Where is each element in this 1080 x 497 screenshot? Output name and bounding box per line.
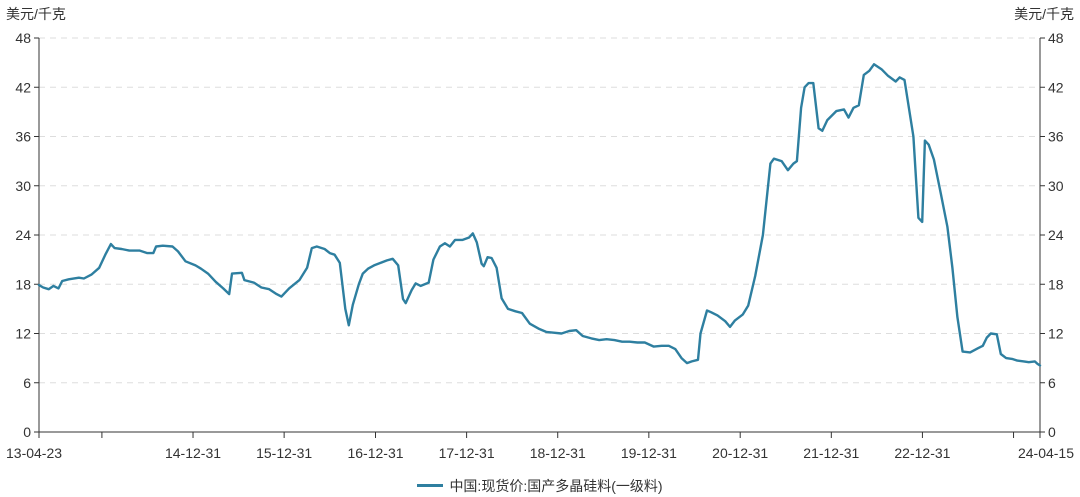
y-tick-label-left: 12	[15, 326, 31, 342]
y-tick-label-right: 30	[1048, 178, 1064, 194]
legend: 中国:现货价:国产多晶硅料(一级料)	[0, 476, 1080, 496]
y-tick-label-right: 24	[1048, 227, 1064, 243]
y-axis-unit-right: 美元/千克	[1014, 6, 1074, 22]
x-tick-label: 19-12-31	[621, 445, 677, 461]
gridlines	[39, 37, 1040, 384]
x-tick-label: 15-12-31	[256, 445, 312, 461]
series-layer	[37, 63, 1042, 367]
x-tick-label: 20-12-31	[712, 445, 768, 461]
y-tick-label-left: 18	[15, 276, 31, 292]
y-tick-label-right: 48	[1048, 30, 1064, 46]
y-tick-label-right: 18	[1048, 276, 1064, 292]
y-tick-label-left: 24	[15, 227, 31, 243]
y-tick-label-right: 0	[1048, 424, 1056, 440]
x-tick-label: 22-12-31	[894, 445, 950, 461]
y-tick-label-right: 6	[1048, 375, 1056, 391]
y-tick-label-left: 6	[23, 375, 31, 391]
x-tick-label: 18-12-31	[530, 445, 586, 461]
x-tick-label: 21-12-31	[803, 445, 859, 461]
x-tick-label: 16-12-31	[347, 445, 403, 461]
y-tick-label-left: 48	[15, 30, 31, 46]
x-tick-label: 13-04-23	[6, 445, 62, 461]
legend-label: 中国:现货价:国产多晶硅料(一级料)	[449, 478, 663, 494]
x-tick-label: 17-12-31	[439, 445, 495, 461]
axes	[34, 37, 1045, 438]
y-tick-label-right: 42	[1048, 79, 1064, 95]
y-tick-label-right: 12	[1048, 326, 1064, 342]
line-chart: 0 0 6 6 12 12 18 18 24 24 30 30 36 36 42 42 48 48 13-04-23…	[6, 30, 1074, 461]
y-tick-label-right: 36	[1048, 129, 1064, 145]
x-tick-label: 24-04-15	[1018, 445, 1074, 461]
y-axis-unit-left: 美元/千克	[6, 6, 66, 22]
y-tick-label-left: 0	[23, 424, 31, 440]
y-tick-label-left: 30	[15, 178, 31, 194]
tick-labels: 0 0 6 6 12 12 18 18 24 24 30 30 36 36 42 42 48 48 13-04-23…	[6, 30, 1074, 461]
y-tick-label-left: 36	[15, 129, 31, 145]
series-line-0	[37, 63, 1042, 367]
y-tick-label-left: 42	[15, 79, 31, 95]
x-tick-label: 14-12-31	[165, 445, 221, 461]
legend-swatch	[417, 483, 444, 487]
